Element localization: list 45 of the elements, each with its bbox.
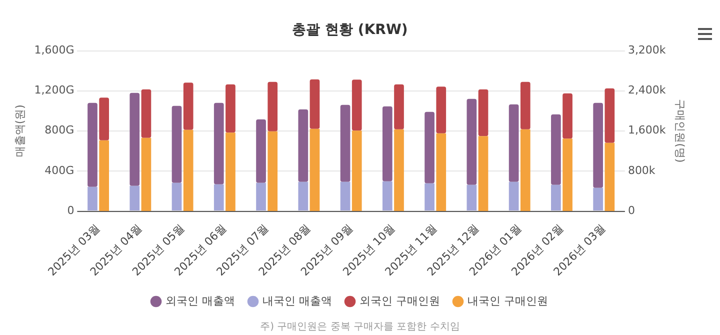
bar [99,140,109,211]
y-tick-label: 800G [44,124,74,137]
bar [424,112,434,184]
bar [226,132,236,211]
bar [394,129,404,211]
bar [256,119,266,183]
y2-tick-label: 800k [628,164,656,177]
bar [268,131,278,211]
bar [604,142,615,211]
y2-tick-label: 2,400k [628,84,666,97]
bar [88,102,98,187]
legend-label: 내국인 매출액 [262,294,332,308]
legend-label: 내국인 구매인원 [467,294,548,308]
y-tick-label: 1,600G [34,44,74,57]
y2-tick-label: 1,600k [628,124,666,137]
bar [436,86,446,134]
bar [424,183,434,210]
legend-label: 외국인 매출액 [166,294,236,308]
y2-axis-title: 구매인원(명) [674,99,687,163]
bar [214,102,224,184]
bar [436,133,446,211]
chart-title: 총괄 현황 (KRW) [292,22,408,38]
y2-tick-label: 3,200k [628,44,666,57]
legend-label: 외국인 구매인원 [360,294,440,308]
bar [268,82,278,132]
bar [226,84,236,133]
bar [382,181,392,210]
y2-tick-label: 0 [628,204,635,217]
bar [382,106,392,182]
bar [551,184,561,210]
bar [562,93,572,139]
bar [562,138,572,211]
y-tick-label: 1,200G [34,84,74,97]
y-axis-title: 매출액(원) [13,104,26,158]
bar [214,184,224,210]
bar [310,79,320,129]
bar [88,186,98,210]
y-tick-label: 0 [67,204,74,217]
bar [99,98,109,140]
text: 주) 구매인원은 중복 구매자를 포함한 수치임 [260,322,460,333]
bar [256,182,266,210]
bar [394,84,404,130]
bar [551,114,561,185]
bar [604,88,615,143]
y-tick-label: 400G [44,164,74,177]
